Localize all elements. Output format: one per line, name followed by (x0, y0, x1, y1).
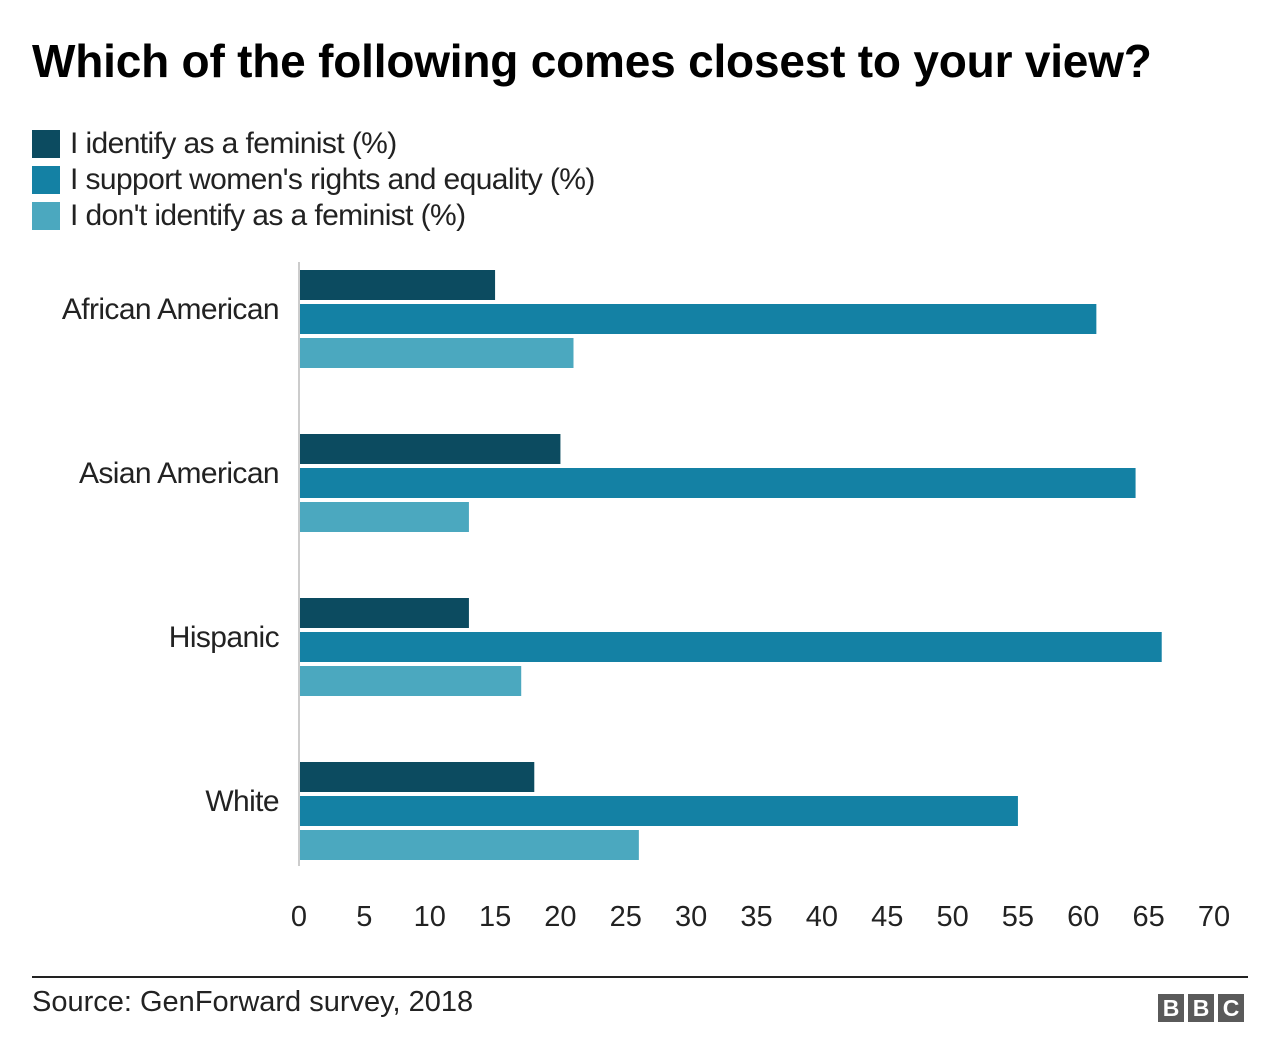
x-tick-label: 50 (936, 901, 968, 933)
logo-letter-b2: B (1188, 994, 1214, 1022)
x-tick-label: 5 (356, 901, 372, 933)
bar (300, 468, 1136, 498)
bar (300, 796, 1018, 826)
x-tick-label: 45 (871, 901, 903, 933)
bar (300, 598, 469, 628)
bbc-logo: B B C (1158, 994, 1244, 1022)
category-label: Hispanic (169, 621, 280, 654)
x-tick-label: 0 (291, 901, 307, 933)
bar (300, 830, 639, 860)
bar (300, 762, 535, 792)
logo-letter-c: C (1218, 994, 1244, 1022)
x-tick-label: 25 (610, 901, 642, 933)
x-tick-label: 20 (544, 901, 576, 933)
category-label: Asian American (79, 457, 279, 490)
category-label: African American (62, 293, 279, 326)
legend-item-support: I support women's rights and equality (%… (32, 162, 595, 198)
footer-rule (32, 976, 1248, 978)
source-note: Source: GenForward survey, 2018 (32, 986, 474, 1018)
legend-label-support: I support women's rights and equality (%… (70, 163, 595, 196)
x-tick-label: 10 (414, 901, 446, 933)
bar (300, 632, 1162, 662)
legend-label-feminist: I identify as a feminist (%) (70, 127, 397, 160)
logo-letter-b1: B (1158, 994, 1184, 1022)
category-label: White (205, 785, 279, 818)
bar (300, 304, 1097, 334)
x-tick-label: 40 (806, 901, 838, 933)
x-tick-label: 30 (675, 901, 707, 933)
x-tick-label: 35 (740, 901, 772, 933)
legend-swatch-support (32, 166, 60, 194)
x-tick-label: 60 (1067, 901, 1099, 933)
bar (300, 338, 574, 368)
legend: I identify as a feminist (%) I support w… (32, 126, 595, 234)
legend-item-not-feminist: I don't identify as a feminist (%) (32, 198, 595, 234)
x-tick-label: 70 (1198, 901, 1230, 933)
x-tick-label: 65 (1133, 901, 1165, 933)
bar (300, 502, 469, 532)
x-tick-label: 15 (479, 901, 511, 933)
bar (300, 666, 522, 696)
bar (300, 270, 496, 300)
chart-title: Which of the following comes closest to … (32, 35, 1152, 87)
legend-item-feminist: I identify as a feminist (%) (32, 126, 595, 162)
legend-swatch-not-feminist (32, 202, 60, 230)
legend-label-not-feminist: I don't identify as a feminist (%) (70, 199, 466, 232)
x-tick-label: 55 (1002, 901, 1034, 933)
bar-chart: African American Asian American Hispanic Wh… (62, 262, 1230, 933)
bar (300, 434, 561, 464)
legend-swatch-feminist (32, 130, 60, 158)
